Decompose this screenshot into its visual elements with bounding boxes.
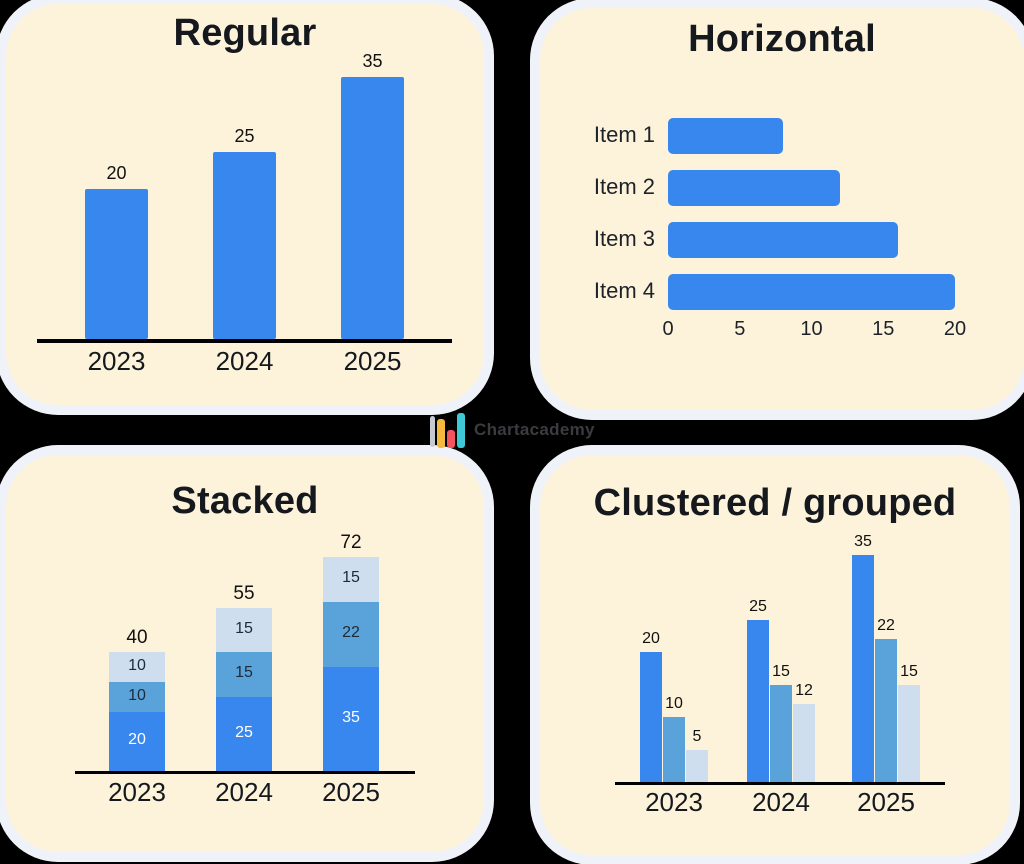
- bar-2023-series-3: [686, 749, 708, 782]
- category-label: 2024: [215, 777, 273, 807]
- category-label: 2023: [87, 346, 146, 376]
- bar-value-label: 25: [234, 125, 255, 146]
- bar-2025-series-3: [898, 684, 920, 782]
- stacked-bar-chart: 20 10 10 40 2023 25 15 15 55 2024 35 22 15 72 2025: [6, 455, 484, 852]
- item-label: Item 1: [593, 122, 655, 147]
- bar-value-label: 10: [665, 695, 683, 712]
- bar-2025-series-2: [875, 639, 897, 782]
- logo-bar: [447, 430, 455, 448]
- stack-segment-middle-segment: [323, 601, 379, 668]
- bar-value-label: 15: [772, 662, 790, 680]
- watermark: Chartacademy: [430, 404, 595, 456]
- bar-value-label: 35: [854, 532, 872, 550]
- panel-clustered: Clustered / grouped 20 10 5 2023 25 15 12 2024 3…: [540, 455, 1010, 855]
- stack-segment-top-segment: [323, 557, 379, 602]
- watermark-text: Chartacademy: [474, 420, 595, 439]
- bar-item-3: [668, 222, 898, 258]
- logo-bar: [457, 413, 465, 448]
- bar-value-label: 20: [642, 630, 660, 647]
- x-tick-label: 10: [800, 318, 823, 340]
- segment-value-label: 15: [235, 619, 253, 637]
- bar-value-label: 5: [692, 727, 702, 745]
- category-label: 2023: [645, 787, 703, 817]
- horizontal-bar-chart: Item 1 Item 2 Item 3 Item 4 0 5 10 15 20: [540, 8, 1024, 410]
- category-label: 2025: [322, 777, 380, 807]
- stack-segment-top-segment: [109, 652, 165, 682]
- bar-value-label: 12: [795, 682, 813, 699]
- stack-segment-middle-segment: [109, 681, 165, 712]
- stack-total-label: 72: [340, 532, 362, 554]
- stack-segment-bottom-segment: [109, 711, 165, 771]
- bar-2024: [213, 151, 276, 339]
- bar-value-label: 25: [749, 597, 767, 615]
- x-axis-line: [615, 782, 945, 785]
- segment-value-label: 10: [128, 657, 146, 675]
- item-label: Item 2: [593, 174, 655, 199]
- bar-2023-series-1: [640, 652, 662, 782]
- stack-total-label: 40: [126, 627, 148, 649]
- bar-item-1: [668, 118, 783, 154]
- bar-item-4: [668, 274, 955, 310]
- chart-title-clustered: Clustered / grouped: [593, 482, 957, 524]
- chart-title-regular: Regular: [173, 12, 317, 54]
- bar-2023: [85, 189, 148, 339]
- logo-bar: [430, 416, 435, 447]
- category-label: 2025: [857, 787, 915, 817]
- bar-2025-series-1: [852, 554, 874, 782]
- segment-value-label: 15: [342, 569, 360, 587]
- chart-title-horizontal: Horizontal: [688, 18, 876, 60]
- bar-item-2: [668, 170, 841, 206]
- x-tick-label: 20: [943, 318, 967, 340]
- bar-value-label: 15: [900, 662, 918, 680]
- x-axis-line: [75, 771, 415, 774]
- segment-value-label: 22: [342, 624, 360, 642]
- bar-2024-series-3: [793, 704, 815, 782]
- category-label: 2023: [108, 777, 166, 807]
- item-label: Item 4: [593, 278, 655, 303]
- panel-stacked: Stacked 20 10 10 40 2023 25 15 15 55 2024 35 22 15 72…: [6, 455, 484, 852]
- x-axis-line: [37, 339, 452, 343]
- bar-2024-series-2: [770, 684, 792, 782]
- stack-segment-middle-segment: [216, 652, 272, 697]
- stack-total-label: 55: [233, 582, 255, 604]
- category-label: 2024: [752, 787, 810, 817]
- category-label: 2025: [343, 346, 402, 376]
- x-tick-label: 15: [872, 318, 895, 340]
- item-label: Item 3: [593, 226, 655, 251]
- segment-value-label: 35: [342, 709, 360, 727]
- bar-value-label: 20: [106, 163, 127, 183]
- category-label: 2024: [215, 346, 274, 376]
- segment-value-label: 15: [235, 664, 253, 682]
- logo-bar: [437, 419, 445, 448]
- panel-horizontal: Horizontal Item 1 Item 2 Item 3 Item 4 0 5 10 1…: [540, 8, 1024, 410]
- chart-title-stacked: Stacked: [171, 480, 319, 522]
- bar-chart-logo-icon: [430, 409, 467, 451]
- regular-bar-chart: 20 2023 25 2024 35 2025: [6, 4, 484, 405]
- bar-value-label: 35: [362, 50, 383, 71]
- bar-2024-series-1: [747, 619, 769, 782]
- x-tick-label: 0: [662, 318, 674, 340]
- stack-segment-bottom-segment: [323, 667, 379, 771]
- bar-value-label: 22: [877, 617, 895, 634]
- x-tick-label: 5: [734, 318, 746, 340]
- segment-value-label: 25: [235, 723, 253, 741]
- stack-segment-top-segment: [216, 607, 272, 653]
- bar-2023-series-2: [663, 717, 685, 782]
- panel-regular: Regular 20 2023 25 2024 35 2025: [6, 4, 484, 405]
- stack-segment-bottom-segment: [216, 696, 272, 771]
- bar-2025: [341, 76, 404, 339]
- grouped-bar-chart: 20 10 5 2023 25 15 12 2024 35 22 15 2025: [540, 455, 1010, 855]
- segment-value-label: 20: [128, 731, 146, 749]
- segment-value-label: 10: [128, 686, 146, 704]
